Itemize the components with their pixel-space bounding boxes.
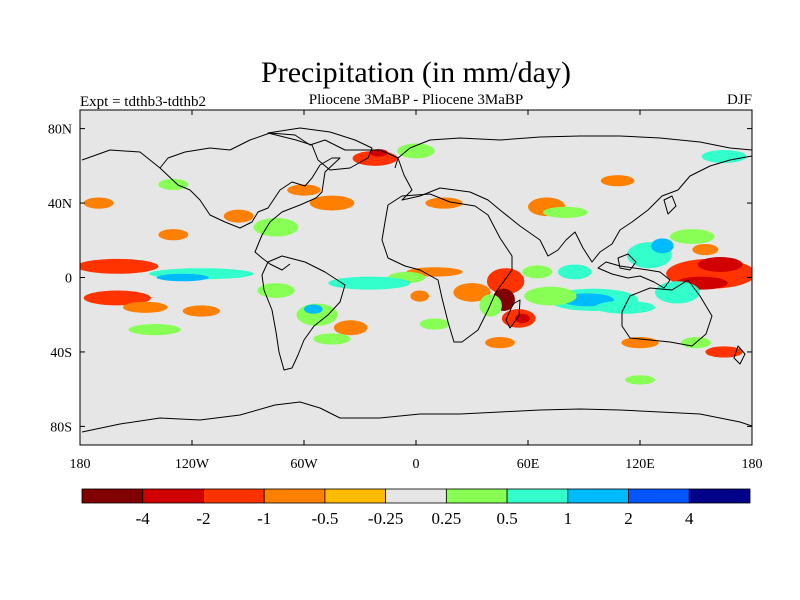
- colorbar-swatch-3: [263, 488, 326, 504]
- anomaly-blob-18: [479, 294, 502, 317]
- colorbar-label-0: -4: [136, 509, 151, 528]
- colorbar-label-1: -2: [196, 509, 210, 528]
- south-america-coast: [261, 255, 346, 371]
- anomaly-blob-12: [522, 265, 553, 279]
- north-america-coast: [81, 149, 341, 271]
- x-tick-label-2: 60W: [290, 457, 318, 472]
- colorbar-swatch-9: [628, 488, 690, 504]
- colorbar-label-2: -1: [257, 509, 271, 528]
- anomaly-blob-46: [83, 197, 114, 209]
- anomaly-blob-53: [158, 229, 189, 241]
- experiment-label: Expt = tdthb3-tdthb2: [80, 94, 206, 110]
- antarctica-coast: [81, 401, 752, 433]
- anomaly-blob-9: [524, 286, 577, 306]
- colorbar-swatch-0: [81, 488, 144, 504]
- coastlines: [81, 127, 752, 433]
- colorbar-swatch-7: [506, 488, 569, 504]
- anomaly-blob-31: [122, 301, 168, 313]
- anomaly-blob-54: [625, 375, 655, 385]
- chart-title: Precipitation (in mm/day): [261, 56, 571, 89]
- x-tick-label-1: 120W: [175, 457, 210, 472]
- y-tick-label-3: 40S: [50, 346, 72, 361]
- anomaly-blob-30: [83, 290, 151, 306]
- anomaly-blob-48: [705, 346, 743, 358]
- anomaly-blob-27: [80, 258, 159, 274]
- anomaly-field: [80, 143, 752, 385]
- anomaly-blob-35: [223, 209, 254, 223]
- anomaly-blob-24: [304, 304, 323, 314]
- anomaly-blob-17: [453, 283, 491, 302]
- anomaly-blob-36: [309, 195, 355, 211]
- colorbar-swatch-6: [445, 488, 508, 504]
- japan-coast: [663, 195, 677, 215]
- borneo-coast: [617, 253, 637, 271]
- new-zealand-coast: [733, 345, 746, 365]
- anomaly-blob-5: [654, 281, 700, 304]
- y-tick-label-2: 0: [65, 272, 72, 287]
- anomaly-blob-29: [156, 273, 209, 282]
- colorbar-swatch-5: [385, 488, 447, 504]
- anomaly-blob-55: [692, 244, 719, 256]
- colorbar-swatch-10: [688, 488, 751, 504]
- anomaly-blob-34: [253, 217, 299, 237]
- greenland-coast: [267, 127, 373, 171]
- colorbar-label-3: -0.5: [311, 509, 338, 528]
- colorbar-label-5: 0.25: [431, 509, 461, 528]
- x-tick-label-4: 60E: [517, 457, 540, 472]
- australia-coast: [621, 279, 713, 347]
- anomaly-blob-22: [257, 283, 295, 298]
- anomaly-blob-43: [542, 206, 588, 218]
- colorbar-label-4: -0.25: [368, 509, 403, 528]
- colorbar-swatch-4: [324, 488, 387, 504]
- madagascar-coast: [505, 299, 521, 329]
- anomaly-blob-33: [128, 324, 181, 336]
- anomaly-blob-32: [182, 305, 220, 317]
- y-axis: 80N 40N 0 40S 80S: [48, 123, 752, 435]
- x-tick-label-0: 180: [70, 457, 91, 472]
- anomaly-blob-1: [697, 257, 743, 272]
- colorbar-label-8: 2: [624, 509, 633, 528]
- africa-coast: [381, 193, 513, 343]
- anomaly-blob-56: [410, 290, 430, 302]
- colorbar-swatch-2: [203, 488, 265, 504]
- eurasia-north-coast: [397, 135, 752, 159]
- anomaly-blob-44: [701, 150, 747, 164]
- anomaly-blob-10: [595, 300, 655, 314]
- y-tick-label-1: 40N: [48, 197, 72, 212]
- eurasia-coast: [397, 155, 752, 263]
- x-tick-label-6: 180: [742, 457, 763, 472]
- anomaly-blob-47: [158, 178, 189, 191]
- anomaly-blob-4: [651, 238, 674, 254]
- anomaly-blob-6: [669, 229, 715, 244]
- anomaly-blob-25: [333, 320, 368, 336]
- colorbar-label-6: 0.5: [496, 509, 517, 528]
- north-america-north-coast: [159, 132, 399, 169]
- y-tick-label-0: 80N: [48, 123, 72, 138]
- anomaly-blob-37: [287, 184, 321, 196]
- x-tick-label-5: 120E: [625, 457, 655, 472]
- colorbar-swatch-8: [567, 488, 629, 504]
- anomaly-blob-51: [485, 337, 515, 349]
- anomaly-blob-41: [425, 197, 463, 209]
- season-label: DJF: [727, 92, 752, 108]
- colorbar-label-9: 4: [685, 509, 694, 528]
- colorbar-label-7: 1: [564, 509, 573, 528]
- colorbar-swatch-1: [142, 488, 204, 504]
- anomaly-blob-52: [419, 318, 450, 330]
- anomaly-blob-13: [486, 268, 525, 295]
- period-label: Pliocene 3MaBP - Pliocene 3MaBP: [309, 92, 523, 108]
- anomaly-blob-45: [600, 175, 635, 187]
- anomaly-blob-40: [397, 143, 435, 159]
- anomaly-blob-21: [328, 276, 411, 290]
- anomaly-blob-11: [557, 264, 592, 280]
- x-tick-label-3: 0: [413, 457, 420, 472]
- y-tick-label-4: 80S: [50, 420, 72, 435]
- colorbar: -4 -2 -1 -0.5 -0.25 0.25 0.5 1 2 4: [81, 488, 751, 528]
- x-axis: 180 120W 60W 0 60E 120E 180: [70, 110, 763, 472]
- anomaly-blob-26: [313, 333, 351, 345]
